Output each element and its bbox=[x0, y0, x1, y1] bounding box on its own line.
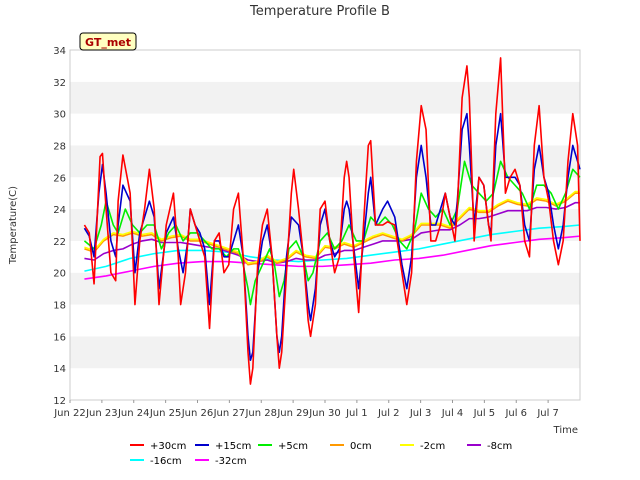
legend-label: -16cm bbox=[150, 456, 182, 467]
legend-label: 0cm bbox=[350, 441, 372, 452]
x-tick-label: Jul 2 bbox=[377, 408, 400, 419]
y-tick-label: 16 bbox=[53, 332, 66, 343]
x-tick-label: Jul 5 bbox=[473, 408, 496, 419]
series-line-30cm bbox=[83, 57, 581, 385]
series-line-8cm bbox=[84, 201, 580, 264]
x-tick-label: Jun 23 bbox=[85, 408, 118, 419]
y-axis-ticks: 12 14 16 18 20 22 24 26 28 30 32 34 bbox=[53, 46, 66, 407]
legend-label: -8cm bbox=[487, 441, 512, 452]
legend-label: -2cm bbox=[420, 441, 445, 452]
x-tick-label: Jun 25 bbox=[149, 408, 182, 419]
y-tick-label: 14 bbox=[53, 364, 66, 375]
y-axis-label: Temperature(C) bbox=[8, 186, 19, 265]
legend-label: +5cm bbox=[278, 441, 308, 452]
x-tick-label: Jul 6 bbox=[504, 408, 527, 419]
legend-label: +15cm bbox=[215, 441, 251, 452]
y-tick-label: 20 bbox=[53, 269, 66, 280]
grid-band bbox=[70, 272, 580, 305]
legend: +30cm +15cm +5cm 0cm -2cm -8cm -16cm -32cm bbox=[130, 441, 512, 467]
x-tick-label: Jul 3 bbox=[409, 408, 432, 419]
badge-label: GT_met bbox=[85, 36, 131, 49]
grid-band bbox=[70, 336, 580, 369]
series-lines bbox=[83, 57, 581, 385]
x-tick-label: Jun 30 bbox=[308, 408, 341, 419]
x-tick-label: Jun 28 bbox=[244, 408, 277, 419]
x-axis-label: Time bbox=[553, 425, 578, 436]
grid-band bbox=[70, 81, 580, 114]
grid-bands bbox=[70, 50, 580, 400]
x-tick-label: Jul 4 bbox=[441, 408, 464, 419]
y-tick-label: 34 bbox=[53, 46, 66, 57]
y-tick-label: 22 bbox=[53, 237, 66, 248]
x-tick-label: Jun 26 bbox=[181, 408, 214, 419]
x-tick-label: Jul 7 bbox=[536, 408, 559, 419]
x-axis-ticks: Jun 22 Jun 23 Jun 24 Jun 25 Jun 26 Jun 27 Jun … bbox=[53, 400, 559, 419]
y-tick-label: 24 bbox=[53, 205, 66, 216]
grid-band bbox=[70, 304, 580, 337]
legend-label: +30cm bbox=[150, 441, 186, 452]
y-tick-label: 26 bbox=[53, 173, 66, 184]
badge-box bbox=[79, 32, 137, 51]
grid-band bbox=[70, 50, 580, 82]
chart-title: Temperature Profile B bbox=[249, 4, 390, 19]
x-tick-label: Jun 22 bbox=[53, 408, 86, 419]
x-tick-label: Jun 27 bbox=[213, 408, 246, 419]
y-tick-label: 28 bbox=[53, 141, 66, 152]
grid-band bbox=[70, 368, 580, 400]
y-tick-label: 32 bbox=[53, 78, 66, 89]
series-line-15cm bbox=[83, 112, 581, 362]
x-tick-label: Jul 1 bbox=[345, 408, 368, 419]
legend-label: -32cm bbox=[215, 456, 247, 467]
y-tick-label: 12 bbox=[53, 396, 66, 407]
y-tick-label: 30 bbox=[53, 110, 66, 121]
y-tick-label: 18 bbox=[53, 301, 66, 312]
series-line-32cm bbox=[84, 235, 581, 280]
x-tick-label: Jun 29 bbox=[276, 408, 309, 419]
badge: GT_met bbox=[79, 32, 137, 51]
x-tick-label: Jun 24 bbox=[117, 408, 150, 419]
series-line-16cm bbox=[84, 224, 581, 272]
